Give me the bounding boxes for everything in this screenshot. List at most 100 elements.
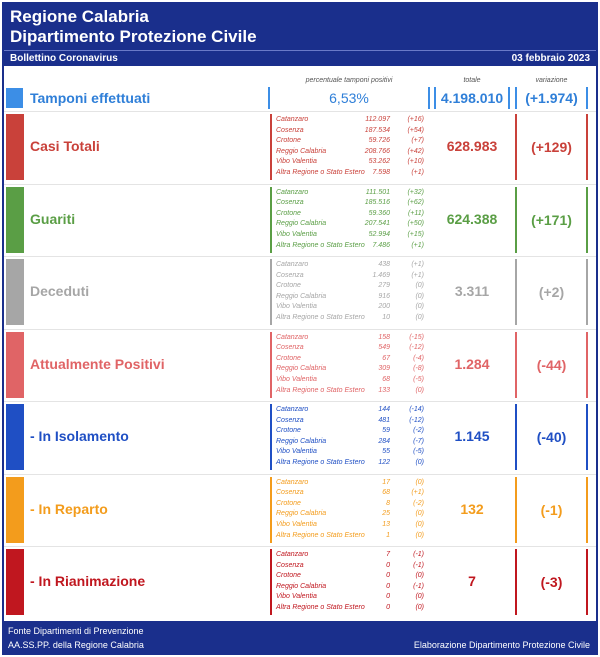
province-name: Vibo Valentia <box>276 520 317 528</box>
province-delta: (+62) <box>407 199 424 207</box>
category-color-marker <box>6 404 24 470</box>
province-delta: (-5) <box>413 448 424 456</box>
row-divider <box>4 401 596 402</box>
province-delta: (-7) <box>413 437 424 445</box>
province-delta: (-2) <box>413 499 424 507</box>
province-name: Altra Regione o Stato Estero <box>276 531 365 539</box>
province-name: Catanzaro <box>276 116 309 123</box>
province-name: Cosenza <box>276 489 304 497</box>
province-delta: (-12) <box>409 416 424 424</box>
province-value: 0 <box>386 593 390 601</box>
row-divider <box>4 111 596 112</box>
province-value: 133 <box>378 386 390 394</box>
province-value: 200 <box>378 303 390 311</box>
category-variation: (-1) <box>515 476 588 543</box>
province-name: Altra Regione o Stato Estero <box>276 169 365 176</box>
province-name: Catanzaro <box>276 551 309 558</box>
credit-line: Elaborazione Dipartimento Protezione Civ… <box>413 640 590 650</box>
province-name: Reggio Calabria <box>276 220 327 228</box>
category-color-marker <box>6 114 24 180</box>
category-color-marker <box>6 259 24 325</box>
province-delta: (+11) <box>407 209 424 217</box>
province-value: 68 <box>382 375 390 383</box>
province-delta: (+7) <box>411 137 424 145</box>
category-total: 628.983 <box>446 138 498 154</box>
province-delta: (0) <box>415 282 424 290</box>
province-value: 0 <box>386 604 390 611</box>
province-delta: (+1) <box>411 241 424 249</box>
province-value: 481 <box>378 416 390 424</box>
category-color-marker <box>6 331 24 398</box>
province-name: Altra Regione o Stato Estero <box>276 314 365 321</box>
variation-header: variazione <box>535 77 568 84</box>
province-name: Vibo Valentia <box>276 375 317 383</box>
province-value: 916 <box>378 292 390 300</box>
category-total: 3.311 <box>454 283 490 299</box>
row-divider <box>4 256 596 257</box>
province-name: Cosenza <box>276 199 304 207</box>
province-name: Vibo Valentia <box>276 303 317 311</box>
province-delta: (0) <box>415 520 424 528</box>
footer-bar: Fonte Dipartimenti di Prevenzione AA.SS.… <box>4 621 596 653</box>
category-label: Attualmente Positivi <box>30 355 165 372</box>
province-delta: (+54) <box>407 126 424 134</box>
province-value: 144 <box>378 406 390 413</box>
province-delta: (+10) <box>407 158 424 166</box>
row-divider <box>4 328 596 330</box>
province-breakdown: Catanzaro 111.501 (+32) Cosenza 185.516 (+62)… <box>270 186 426 253</box>
province-delta: (0) <box>415 303 424 311</box>
province-name: Crotone <box>276 209 301 217</box>
province-breakdown: Catanzaro 7 (-1) Cosenza 0 (-1) Crotone 0 (0) Reg… <box>270 549 426 615</box>
province-value: 53.262 <box>368 158 390 166</box>
header-bar: Regione Calabria Dipartimento Protezione… <box>4 4 596 50</box>
province-delta: (-4) <box>413 354 424 362</box>
province-delta: (0) <box>415 292 424 300</box>
province-delta: (+1) <box>411 169 424 176</box>
province-value: 10 <box>382 314 390 321</box>
province-value: 1.469 <box>372 271 390 279</box>
province-name: Reggio Calabria <box>276 292 327 300</box>
province-delta: (+32) <box>407 188 424 196</box>
province-name: Reggio Calabria <box>276 147 327 155</box>
tamponi-color-marker <box>6 88 23 108</box>
province-delta: (0) <box>415 604 424 611</box>
category-label: Deceduti <box>30 283 90 299</box>
province-name: Vibo Valentia <box>276 230 317 238</box>
province-name: Crotone <box>276 427 301 435</box>
province-name: Reggio Calabria <box>276 510 327 518</box>
province-value: 0 <box>386 561 390 569</box>
province-delta: (-1) <box>413 582 424 590</box>
category-variation: (+2) <box>515 259 588 325</box>
tamponi-percent: 6,53% <box>268 87 430 109</box>
category-variation: (+129) <box>515 114 588 180</box>
province-value: 207.541 <box>364 220 390 228</box>
province-value: 112.097 <box>365 116 390 123</box>
category-label: Guariti <box>30 210 76 227</box>
province-value: 208.766 <box>364 147 390 155</box>
province-value: 111.501 <box>365 188 390 196</box>
province-delta: (+50) <box>407 220 424 228</box>
category-total: 132 <box>460 500 484 517</box>
province-value: 549 <box>378 344 390 352</box>
province-name: Crotone <box>276 282 301 290</box>
province-value: 158 <box>378 333 390 341</box>
province-value: 284 <box>378 437 390 445</box>
province-delta: (+1) <box>411 261 424 268</box>
category-total: 624.388 <box>446 210 498 227</box>
province-name: Catanzaro <box>276 333 309 341</box>
province-value: 13 <box>382 520 390 528</box>
province-delta: (+16) <box>407 116 424 123</box>
province-value: 8 <box>386 499 390 507</box>
row-divider <box>4 183 596 185</box>
province-value: 438 <box>378 261 390 268</box>
province-name: Altra Regione o Stato Estero <box>276 241 365 249</box>
province-value: 279 <box>378 282 390 290</box>
category-label: - In Isolamento <box>30 428 129 444</box>
province-delta: (+1) <box>411 271 424 279</box>
province-breakdown: Catanzaro 112.097 (+16) Cosenza 187.534 (+54)… <box>270 114 426 180</box>
province-delta: (+1) <box>411 489 424 497</box>
province-name: Catanzaro <box>276 406 309 413</box>
province-name: Crotone <box>276 572 301 580</box>
province-name: Reggio Calabria <box>276 365 327 373</box>
